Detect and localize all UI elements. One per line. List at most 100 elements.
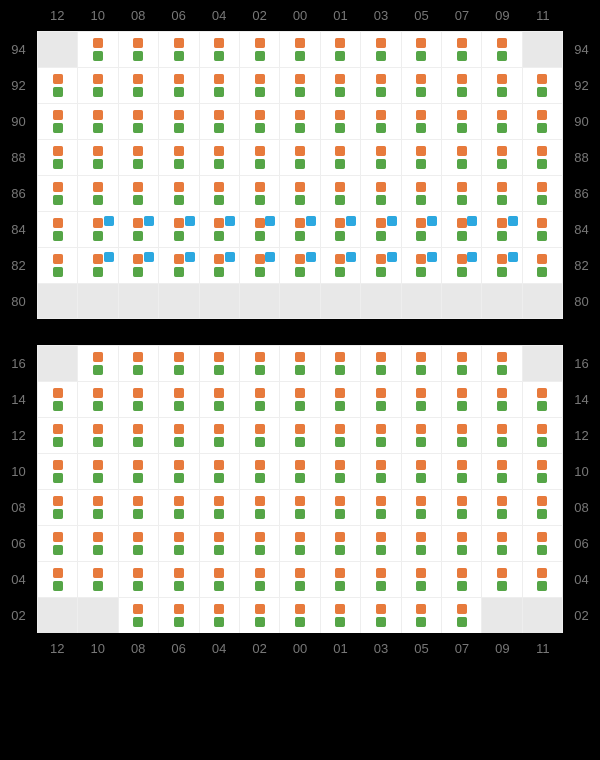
grid-cell[interactable] (77, 68, 117, 103)
grid-cell[interactable] (481, 32, 521, 67)
grid-cell[interactable] (360, 284, 400, 318)
grid-cell[interactable] (239, 454, 279, 489)
grid-cell[interactable] (77, 104, 117, 139)
grid-cell[interactable] (401, 382, 441, 417)
grid-cell[interactable] (401, 598, 441, 633)
grid-cell[interactable] (279, 454, 319, 489)
grid-cell[interactable] (37, 454, 77, 489)
grid-cell[interactable] (37, 32, 77, 67)
grid-cell[interactable] (320, 418, 360, 453)
grid-cell[interactable] (481, 140, 521, 175)
grid-cell[interactable] (239, 248, 279, 283)
grid-cell[interactable] (199, 32, 239, 67)
grid-cell[interactable] (118, 140, 158, 175)
grid-cell[interactable] (522, 418, 563, 453)
grid-cell[interactable] (118, 104, 158, 139)
grid-cell[interactable] (401, 526, 441, 561)
grid-cell[interactable] (360, 176, 400, 211)
grid-cell[interactable] (118, 562, 158, 597)
grid-cell[interactable] (279, 562, 319, 597)
grid-cell[interactable] (522, 562, 563, 597)
grid-cell[interactable] (239, 140, 279, 175)
grid-cell[interactable] (239, 68, 279, 103)
grid-cell[interactable] (481, 490, 521, 525)
grid-cell[interactable] (320, 176, 360, 211)
grid-cell[interactable] (118, 176, 158, 211)
grid-cell[interactable] (158, 104, 198, 139)
grid-cell[interactable] (522, 68, 563, 103)
grid-cell[interactable] (158, 598, 198, 633)
grid-cell[interactable] (360, 212, 400, 247)
grid-cell[interactable] (401, 212, 441, 247)
grid-cell[interactable] (481, 598, 521, 633)
grid-cell[interactable] (77, 346, 117, 381)
grid-cell[interactable] (522, 176, 563, 211)
grid-cell[interactable] (522, 140, 563, 175)
grid-cell[interactable] (320, 526, 360, 561)
grid-cell[interactable] (441, 68, 481, 103)
grid-cell[interactable] (360, 490, 400, 525)
grid-cell[interactable] (118, 418, 158, 453)
grid-cell[interactable] (360, 562, 400, 597)
grid-cell[interactable] (199, 346, 239, 381)
grid-cell[interactable] (279, 248, 319, 283)
grid-cell[interactable] (522, 382, 563, 417)
grid-cell[interactable] (37, 346, 77, 381)
grid-cell[interactable] (360, 68, 400, 103)
grid-cell[interactable] (481, 284, 521, 318)
grid-cell[interactable] (239, 382, 279, 417)
grid-cell[interactable] (441, 176, 481, 211)
grid-cell[interactable] (239, 32, 279, 67)
grid-cell[interactable] (279, 598, 319, 633)
grid-cell[interactable] (441, 454, 481, 489)
grid-cell[interactable] (441, 32, 481, 67)
grid-cell[interactable] (279, 140, 319, 175)
grid-cell[interactable] (522, 212, 563, 247)
grid-cell[interactable] (481, 346, 521, 381)
grid-cell[interactable] (320, 382, 360, 417)
grid-cell[interactable] (481, 526, 521, 561)
grid-cell[interactable] (441, 284, 481, 318)
grid-cell[interactable] (522, 104, 563, 139)
grid-cell[interactable] (441, 140, 481, 175)
grid-cell[interactable] (77, 212, 117, 247)
grid-cell[interactable] (279, 490, 319, 525)
grid-cell[interactable] (158, 68, 198, 103)
grid-cell[interactable] (118, 454, 158, 489)
grid-cell[interactable] (401, 176, 441, 211)
grid-cell[interactable] (481, 454, 521, 489)
grid-cell[interactable] (360, 418, 400, 453)
grid-cell[interactable] (522, 490, 563, 525)
grid-cell[interactable] (158, 526, 198, 561)
grid-cell[interactable] (118, 490, 158, 525)
grid-cell[interactable] (77, 418, 117, 453)
grid-cell[interactable] (37, 212, 77, 247)
grid-cell[interactable] (37, 284, 77, 318)
grid-cell[interactable] (481, 248, 521, 283)
grid-cell[interactable] (199, 104, 239, 139)
grid-cell[interactable] (77, 562, 117, 597)
grid-cell[interactable] (441, 346, 481, 381)
grid-cell[interactable] (199, 490, 239, 525)
grid-cell[interactable] (360, 526, 400, 561)
grid-cell[interactable] (320, 248, 360, 283)
grid-cell[interactable] (522, 454, 563, 489)
grid-cell[interactable] (441, 382, 481, 417)
grid-cell[interactable] (522, 284, 563, 318)
grid-cell[interactable] (77, 454, 117, 489)
grid-cell[interactable] (37, 562, 77, 597)
grid-cell[interactable] (279, 346, 319, 381)
grid-cell[interactable] (118, 68, 158, 103)
grid-cell[interactable] (239, 104, 279, 139)
grid-cell[interactable] (37, 248, 77, 283)
grid-cell[interactable] (158, 490, 198, 525)
grid-cell[interactable] (158, 32, 198, 67)
grid-cell[interactable] (158, 454, 198, 489)
grid-cell[interactable] (320, 68, 360, 103)
grid-cell[interactable] (77, 248, 117, 283)
grid-cell[interactable] (279, 284, 319, 318)
grid-cell[interactable] (401, 418, 441, 453)
grid-cell[interactable] (320, 140, 360, 175)
grid-cell[interactable] (360, 248, 400, 283)
grid-cell[interactable] (401, 32, 441, 67)
